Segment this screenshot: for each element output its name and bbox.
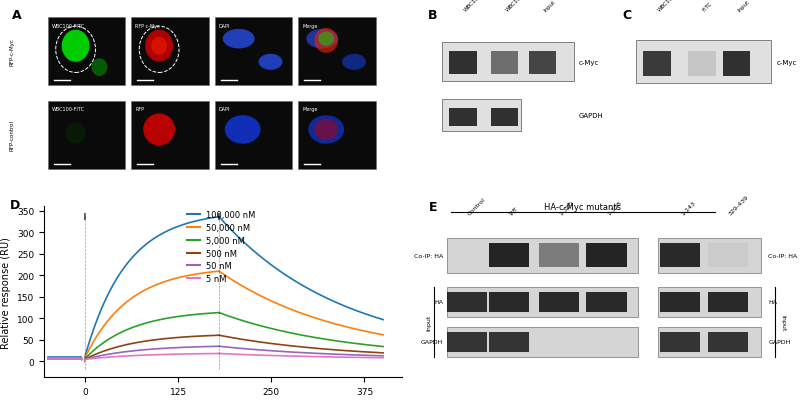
Bar (707, 292, 748, 312)
Text: c-Myc: c-Myc (777, 60, 797, 66)
Bar (442, 43, 574, 82)
Ellipse shape (151, 38, 167, 55)
Bar (658, 239, 761, 273)
Bar (298, 18, 376, 86)
Ellipse shape (318, 32, 334, 47)
Bar (636, 41, 771, 84)
Bar (707, 332, 748, 352)
Text: WBC100+WBC100-FITC: WBC100+WBC100-FITC (505, 0, 554, 13)
Text: C: C (622, 9, 631, 22)
Bar (131, 102, 209, 169)
Text: WT: WT (510, 205, 520, 216)
Bar (586, 292, 626, 312)
Bar (215, 18, 292, 86)
Text: 1-320: 1-320 (559, 200, 575, 216)
Text: GAPDH: GAPDH (768, 339, 790, 344)
Text: Input: Input (737, 0, 750, 13)
Ellipse shape (146, 30, 173, 63)
Text: FITC: FITC (702, 1, 714, 13)
Bar (538, 244, 579, 268)
Text: E: E (429, 201, 437, 214)
Bar (447, 239, 638, 273)
Bar (658, 287, 761, 317)
Bar (660, 244, 700, 268)
Bar (660, 292, 700, 312)
Ellipse shape (91, 59, 107, 77)
Text: ❙: ❙ (82, 213, 88, 220)
Text: HA: HA (768, 300, 777, 304)
Bar (447, 292, 487, 312)
Text: B: B (428, 9, 438, 22)
Text: WBC100-FITC: WBC100-FITC (657, 0, 686, 13)
Ellipse shape (66, 123, 86, 144)
Text: Co-IP: HA: Co-IP: HA (768, 253, 798, 258)
Ellipse shape (143, 114, 175, 146)
Text: HA-c-Myc mutants: HA-c-Myc mutants (544, 203, 622, 212)
Text: WBC100-FITC: WBC100-FITC (463, 0, 492, 13)
Legend: 100,000 nM, 50,000 nM, 5,000 nM, 500 nM, 50 nM, 5 nM: 100,000 nM, 50,000 nM, 5,000 nM, 500 nM,… (184, 207, 259, 287)
Bar (442, 100, 521, 132)
Text: RFP: RFP (135, 107, 144, 112)
Text: D: D (10, 199, 20, 212)
Bar (215, 102, 292, 169)
Ellipse shape (258, 55, 282, 71)
Bar (298, 102, 376, 169)
Text: Input: Input (780, 314, 786, 330)
Bar (490, 52, 518, 75)
Bar (490, 109, 518, 127)
Bar (643, 52, 670, 77)
Text: 329-439: 329-439 (728, 194, 750, 216)
Text: HA: HA (434, 300, 443, 304)
Text: GAPDH: GAPDH (579, 113, 604, 119)
Text: RFP-c-Myc: RFP-c-Myc (10, 38, 15, 66)
Text: 1-328: 1-328 (606, 200, 623, 216)
Text: RFP-control: RFP-control (10, 120, 15, 151)
Ellipse shape (62, 30, 90, 63)
Text: Input: Input (426, 314, 431, 330)
Bar (447, 332, 487, 352)
Ellipse shape (342, 55, 366, 71)
Bar (529, 52, 557, 75)
Text: Control: Control (467, 196, 486, 216)
Text: RFP c-Myc: RFP c-Myc (135, 24, 160, 28)
Text: ❙: ❙ (216, 213, 222, 220)
Bar (658, 327, 761, 357)
Text: GAPDH: GAPDH (421, 339, 443, 344)
Bar (688, 52, 716, 77)
Bar (48, 18, 126, 86)
Text: Merge: Merge (302, 107, 318, 112)
Bar (449, 109, 477, 127)
Text: DAPI: DAPI (219, 107, 230, 112)
Bar (660, 332, 700, 352)
Ellipse shape (222, 30, 254, 49)
Text: A: A (12, 9, 22, 22)
Bar (538, 292, 579, 312)
Text: WBC100-FITC: WBC100-FITC (52, 24, 85, 28)
Bar (131, 18, 209, 86)
Text: 1-143: 1-143 (680, 200, 696, 216)
Ellipse shape (308, 116, 344, 144)
Y-axis label: Relative response (RU): Relative response (RU) (2, 236, 11, 348)
Text: Input: Input (542, 0, 556, 13)
Text: WBC100-FITC: WBC100-FITC (52, 107, 85, 112)
Text: Co-IP: HA: Co-IP: HA (414, 253, 443, 258)
Bar (586, 244, 626, 268)
Bar (447, 287, 638, 317)
Text: DAPI: DAPI (219, 24, 230, 28)
Bar (489, 244, 530, 268)
Bar (722, 52, 750, 77)
Text: c-Myc: c-Myc (579, 60, 599, 66)
Bar (707, 244, 748, 268)
Bar (449, 52, 477, 75)
Bar (48, 102, 126, 169)
Ellipse shape (314, 29, 338, 54)
Bar (489, 292, 530, 312)
Bar (447, 327, 638, 357)
Text: Merge: Merge (302, 24, 318, 28)
Bar (489, 332, 530, 352)
Ellipse shape (314, 119, 338, 141)
Ellipse shape (225, 116, 261, 144)
Ellipse shape (306, 30, 338, 49)
